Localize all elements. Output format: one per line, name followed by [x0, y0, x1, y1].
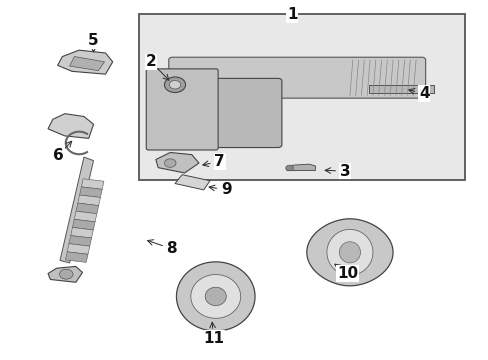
Polygon shape — [326, 229, 372, 275]
Text: 1: 1 — [286, 8, 297, 22]
Circle shape — [164, 77, 185, 93]
Text: 5: 5 — [88, 33, 99, 48]
FancyBboxPatch shape — [202, 78, 281, 148]
Polygon shape — [76, 203, 99, 214]
FancyBboxPatch shape — [368, 85, 433, 93]
Polygon shape — [286, 164, 315, 171]
Polygon shape — [339, 242, 360, 263]
Text: 7: 7 — [214, 154, 224, 169]
Polygon shape — [156, 153, 199, 173]
Polygon shape — [65, 252, 88, 262]
Polygon shape — [71, 228, 93, 238]
Text: 6: 6 — [53, 148, 64, 163]
Polygon shape — [69, 235, 91, 246]
Polygon shape — [306, 219, 392, 286]
Circle shape — [60, 269, 73, 279]
Polygon shape — [176, 262, 255, 331]
Polygon shape — [72, 219, 95, 230]
Polygon shape — [190, 275, 240, 318]
Polygon shape — [175, 175, 209, 190]
Text: 9: 9 — [221, 183, 231, 197]
Polygon shape — [69, 57, 104, 71]
Polygon shape — [48, 266, 82, 282]
Text: 4: 4 — [418, 86, 428, 101]
Polygon shape — [60, 157, 93, 263]
Polygon shape — [48, 114, 93, 138]
Polygon shape — [67, 244, 90, 254]
Polygon shape — [205, 287, 226, 306]
Text: 10: 10 — [336, 266, 357, 281]
Circle shape — [285, 165, 293, 171]
Polygon shape — [58, 50, 112, 74]
Polygon shape — [78, 195, 100, 206]
Text: 11: 11 — [203, 330, 224, 346]
Polygon shape — [80, 187, 102, 198]
Polygon shape — [74, 211, 97, 222]
FancyBboxPatch shape — [168, 57, 425, 98]
Text: 3: 3 — [339, 164, 350, 179]
Bar — [139, 14, 464, 180]
Text: 8: 8 — [166, 241, 177, 256]
Text: 2: 2 — [145, 54, 156, 69]
Polygon shape — [81, 179, 104, 189]
FancyBboxPatch shape — [146, 69, 218, 150]
Circle shape — [169, 81, 181, 89]
Circle shape — [164, 159, 176, 167]
